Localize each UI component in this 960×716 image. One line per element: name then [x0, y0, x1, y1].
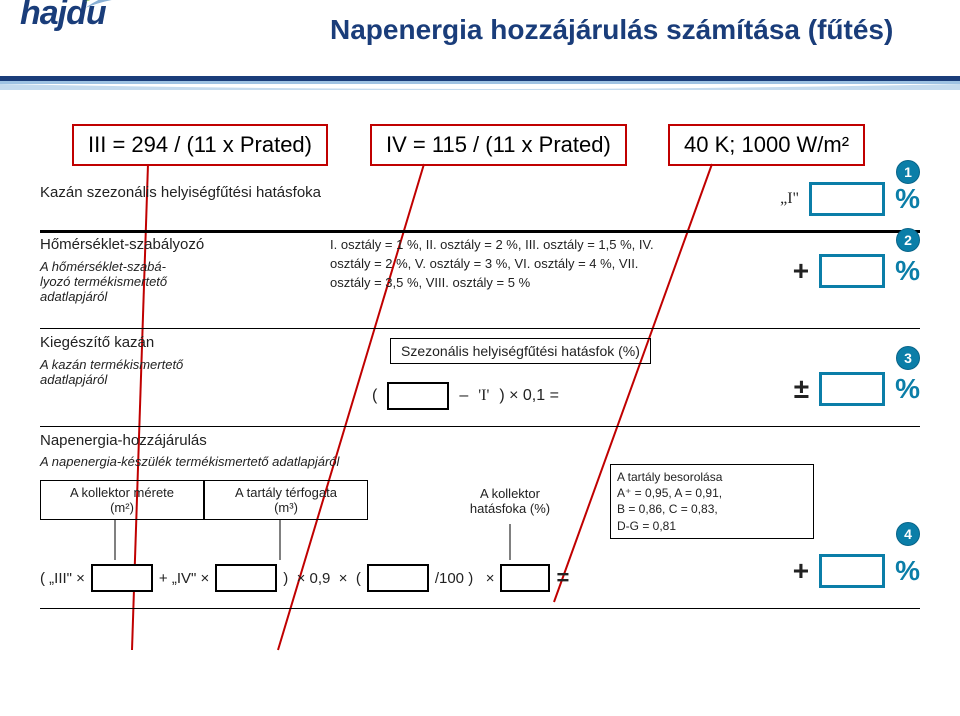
row2-block: Hőmérséklet-szabályozó A hőmérséklet-sza… [40, 236, 310, 304]
row2-percent: % [895, 255, 920, 287]
annotation-box-III: III = 294 / (11 x Prated) [72, 124, 328, 166]
row4-result: 4 + % [793, 554, 920, 588]
row4-input-IV[interactable] [215, 564, 277, 592]
row3-input-box[interactable] [387, 382, 449, 410]
row3-formula: ( – 'I' ) × 0,1 = [372, 382, 559, 410]
badge-2: 2 [896, 228, 920, 252]
row4-sub: A napenergia-készülék termékismertető ad… [40, 454, 339, 469]
row3-close: ) × 0,1 = [499, 387, 559, 405]
slide: Napenergia hozzájárulás számítása (fűtés… [0, 0, 960, 716]
row4-col-b: A tartály térfogata (m³) [204, 480, 368, 520]
row3-title: Kiegészítő kazán [40, 334, 310, 351]
row3-I: 'I' [478, 387, 489, 405]
row3-block: Kiegészítő kazán A kazán termékismertető… [40, 334, 310, 387]
row2-title: Hőmérséklet-szabályozó [40, 236, 310, 253]
row3-percent: % [895, 373, 920, 405]
header-underline [0, 76, 960, 90]
annotation-box-IV: IV = 115 / (11 x Prated) [370, 124, 627, 166]
row4-plus-sign: + [793, 555, 809, 587]
row4-col-d: A tartály besorolása A⁺ = 0,95, A = 0,91… [610, 464, 814, 539]
logo: hajdu [20, 0, 106, 33]
row4-col-c: A kollektor hatásfoka (%) [440, 486, 580, 516]
row3-open: ( [372, 387, 377, 405]
logo-swoosh-icon [80, 0, 170, 16]
badge-1: 1 [896, 160, 920, 184]
row2-sub: A hőmérséklet-szabá- lyozó termékismerte… [40, 259, 310, 304]
row1-label: Kazán szezonális helyiségfűtési hatásfok… [40, 184, 580, 201]
badge-3: 3 [896, 346, 920, 370]
row3-box-label: Szezonális helyiségfűtési hatásfok (%) [390, 338, 651, 364]
row4-formula: ( „III" × + „IV" × ) × 0,9 × ( /100 ) × … [40, 564, 569, 592]
row3-sub: A kazán termékismertető adatlapjáról [40, 357, 310, 387]
row3-result: 3 ± % [794, 372, 920, 406]
row3-value-box[interactable] [819, 372, 885, 406]
slide-title: Napenergia hozzájárulás számítása (fűtés… [330, 14, 893, 46]
row4-title: Napenergia-hozzájárulás [40, 432, 207, 449]
row2-result: 2 + % [793, 254, 920, 288]
row4-input-III[interactable] [91, 564, 153, 592]
connector-small-lines [40, 520, 640, 560]
row1-result: 1 [896, 160, 920, 184]
row4-input-eff[interactable] [367, 564, 429, 592]
header: Napenergia hozzájárulás számítása (fűtés… [0, 0, 960, 92]
annotation-box-right: 40 K; 1000 W/m² [668, 124, 865, 166]
row4-input-class[interactable] [500, 564, 550, 592]
row1-percent: % [895, 183, 920, 215]
row1-value-box[interactable] [809, 182, 885, 216]
row4-value-box[interactable] [819, 554, 885, 588]
row1-prime: „I" [780, 190, 799, 208]
row3-pm-sign: ± [794, 373, 809, 405]
row4-col-a: A kollektor mérete (m²) [40, 480, 204, 520]
row2-plus-sign: + [793, 255, 809, 287]
badge-4: 4 [896, 522, 920, 546]
row2-classes: I. osztály = 1 %, II. osztály = 2 %, III… [330, 236, 670, 293]
row2-value-box[interactable] [819, 254, 885, 288]
row4-percent: % [895, 555, 920, 587]
row1-box-group: „I" % [780, 182, 920, 216]
form-panel: Kazán szezonális helyiségfűtési hatásfok… [40, 176, 920, 676]
row3-dash: – [459, 387, 468, 405]
